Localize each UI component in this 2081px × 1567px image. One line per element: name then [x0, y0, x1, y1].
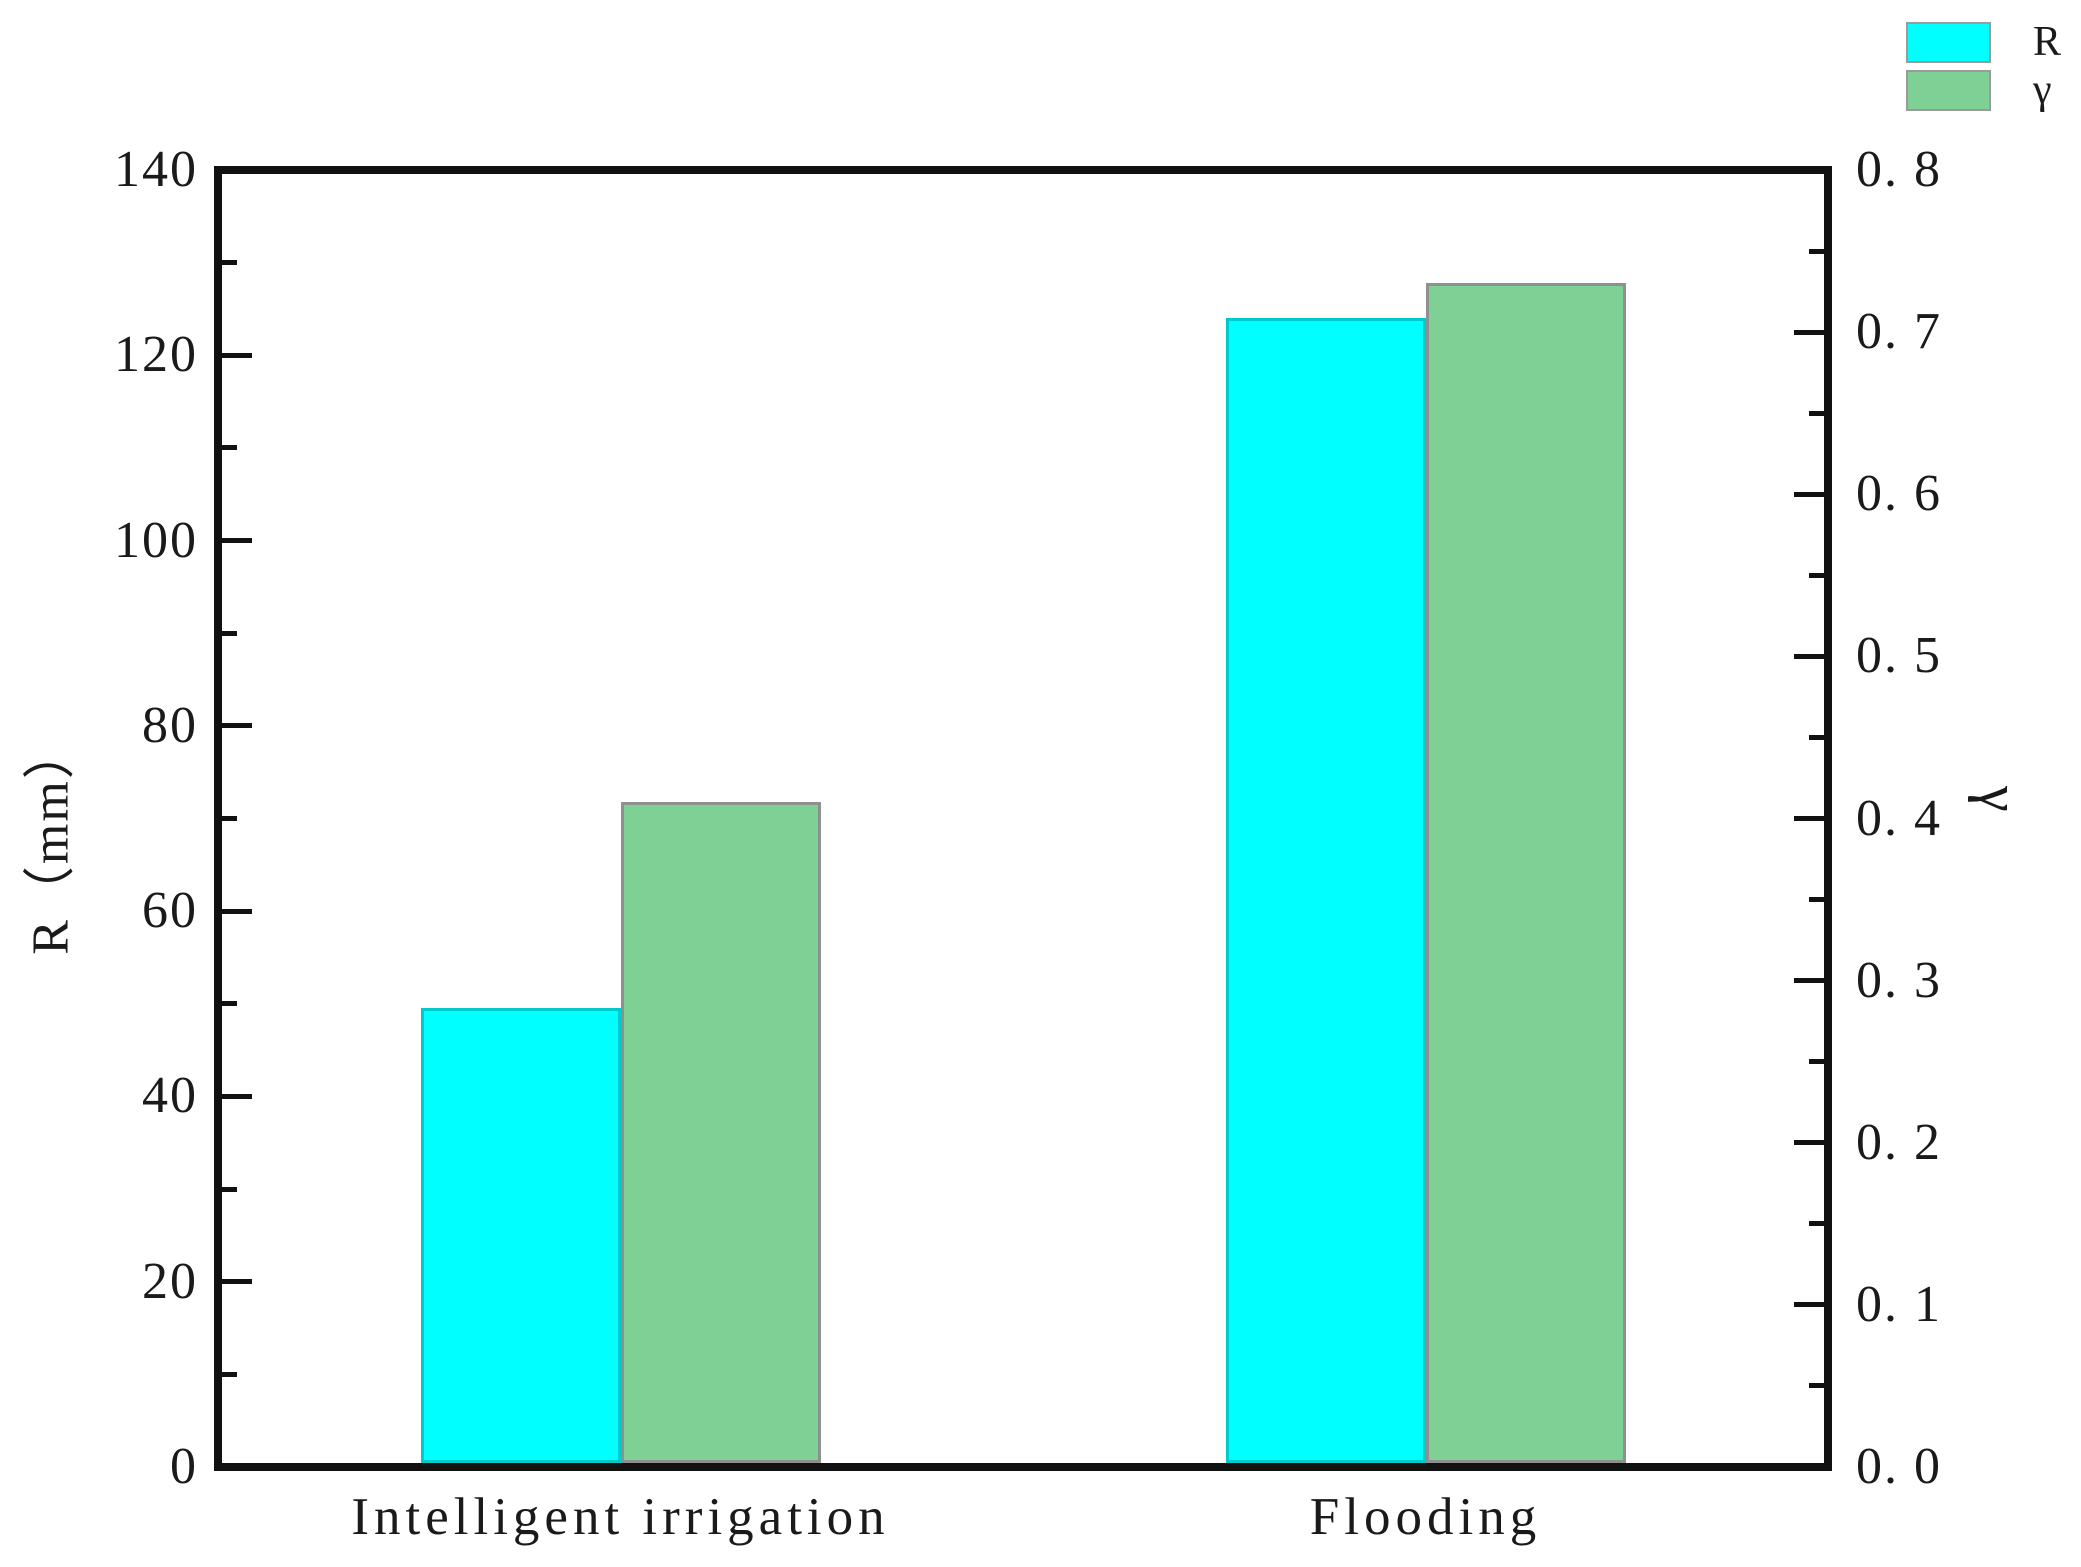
right-tick-label: 0. 2 [1856, 1113, 1942, 1171]
right-minor-tick [1809, 1059, 1824, 1065]
legend-label-r: R [2033, 19, 2062, 65]
legend-swatch-gamma [1906, 70, 1991, 111]
left-minor-tick [222, 1001, 237, 1007]
left-tick-label: 40 [142, 1067, 198, 1125]
right-major-tick [1794, 1140, 1824, 1146]
left-minor-tick [222, 260, 237, 266]
right-minor-tick [1809, 897, 1824, 903]
bar-gamma-flooding [1425, 283, 1626, 1463]
left-axis-title: R（mm） [22, 725, 80, 955]
plot-right-spine [1824, 166, 1832, 1471]
bar-gamma-intelligent-irrigation [620, 802, 821, 1463]
legend-label-gamma: γ [2033, 67, 2052, 113]
right-tick-label: 0. 1 [1856, 1275, 1942, 1333]
left-tick-label: 100 [114, 511, 198, 569]
bar-r-intelligent-irrigation [420, 1008, 621, 1463]
right-minor-tick [1809, 410, 1824, 416]
right-major-tick [1794, 978, 1824, 984]
legend-swatch-r [1906, 22, 1991, 63]
left-tick-label: 0 [170, 1438, 198, 1495]
right-tick-label: 0. 0 [1856, 1438, 1942, 1495]
right-major-tick [1794, 653, 1824, 659]
left-tick-label: 20 [142, 1252, 198, 1310]
right-major-tick [1794, 329, 1824, 335]
left-major-tick [222, 538, 252, 544]
legend: R γ [1906, 19, 2062, 118]
right-tick-label: 0. 7 [1856, 303, 1942, 361]
right-minor-tick [1809, 572, 1824, 578]
right-axis-title: γ [1967, 786, 2033, 814]
right-major-tick [1794, 491, 1824, 497]
left-major-tick [222, 908, 252, 914]
left-major-tick [222, 1464, 252, 1470]
left-major-tick [222, 723, 252, 729]
left-tick-label: 120 [114, 326, 198, 384]
right-tick-label: 0. 4 [1856, 789, 1942, 847]
right-major-tick [1794, 1302, 1824, 1308]
left-minor-tick [222, 1186, 237, 1192]
right-minor-tick [1809, 1221, 1824, 1227]
right-tick-label: 0. 8 [1856, 141, 1942, 198]
plot-top-spine [214, 166, 1832, 174]
left-tick-label: 140 [114, 141, 198, 198]
left-major-tick [222, 1093, 252, 1099]
left-major-tick [222, 1279, 252, 1285]
right-minor-tick [1809, 248, 1824, 254]
bar-r-flooding [1225, 318, 1426, 1463]
legend-row-r: R [1906, 19, 2062, 65]
left-major-tick [222, 167, 252, 173]
right-tick-label: 0. 3 [1856, 951, 1942, 1009]
left-tick-label: 80 [142, 696, 198, 754]
right-major-tick [1794, 816, 1824, 821]
left-major-tick [222, 352, 252, 358]
right-tick-label: 0. 5 [1856, 627, 1942, 685]
plot-bottom-spine [214, 1463, 1832, 1471]
right-major-tick [1794, 167, 1824, 173]
left-minor-tick [222, 445, 237, 451]
right-minor-tick [1809, 734, 1824, 740]
right-major-tick [1794, 1464, 1824, 1470]
x-category-label-flooding: Flooding [1309, 1488, 1542, 1546]
right-minor-tick [1809, 1383, 1824, 1389]
legend-row-gamma: γ [1906, 67, 2061, 113]
left-minor-tick [222, 630, 237, 636]
left-minor-tick [222, 1371, 237, 1377]
right-tick-label: 0. 6 [1856, 465, 1942, 523]
x-category-label-intelligent-irrigation: Intelligent irrigation [351, 1488, 890, 1546]
left-minor-tick [222, 816, 237, 821]
left-tick-label: 60 [142, 882, 198, 940]
plot-left-spine [214, 166, 222, 1471]
